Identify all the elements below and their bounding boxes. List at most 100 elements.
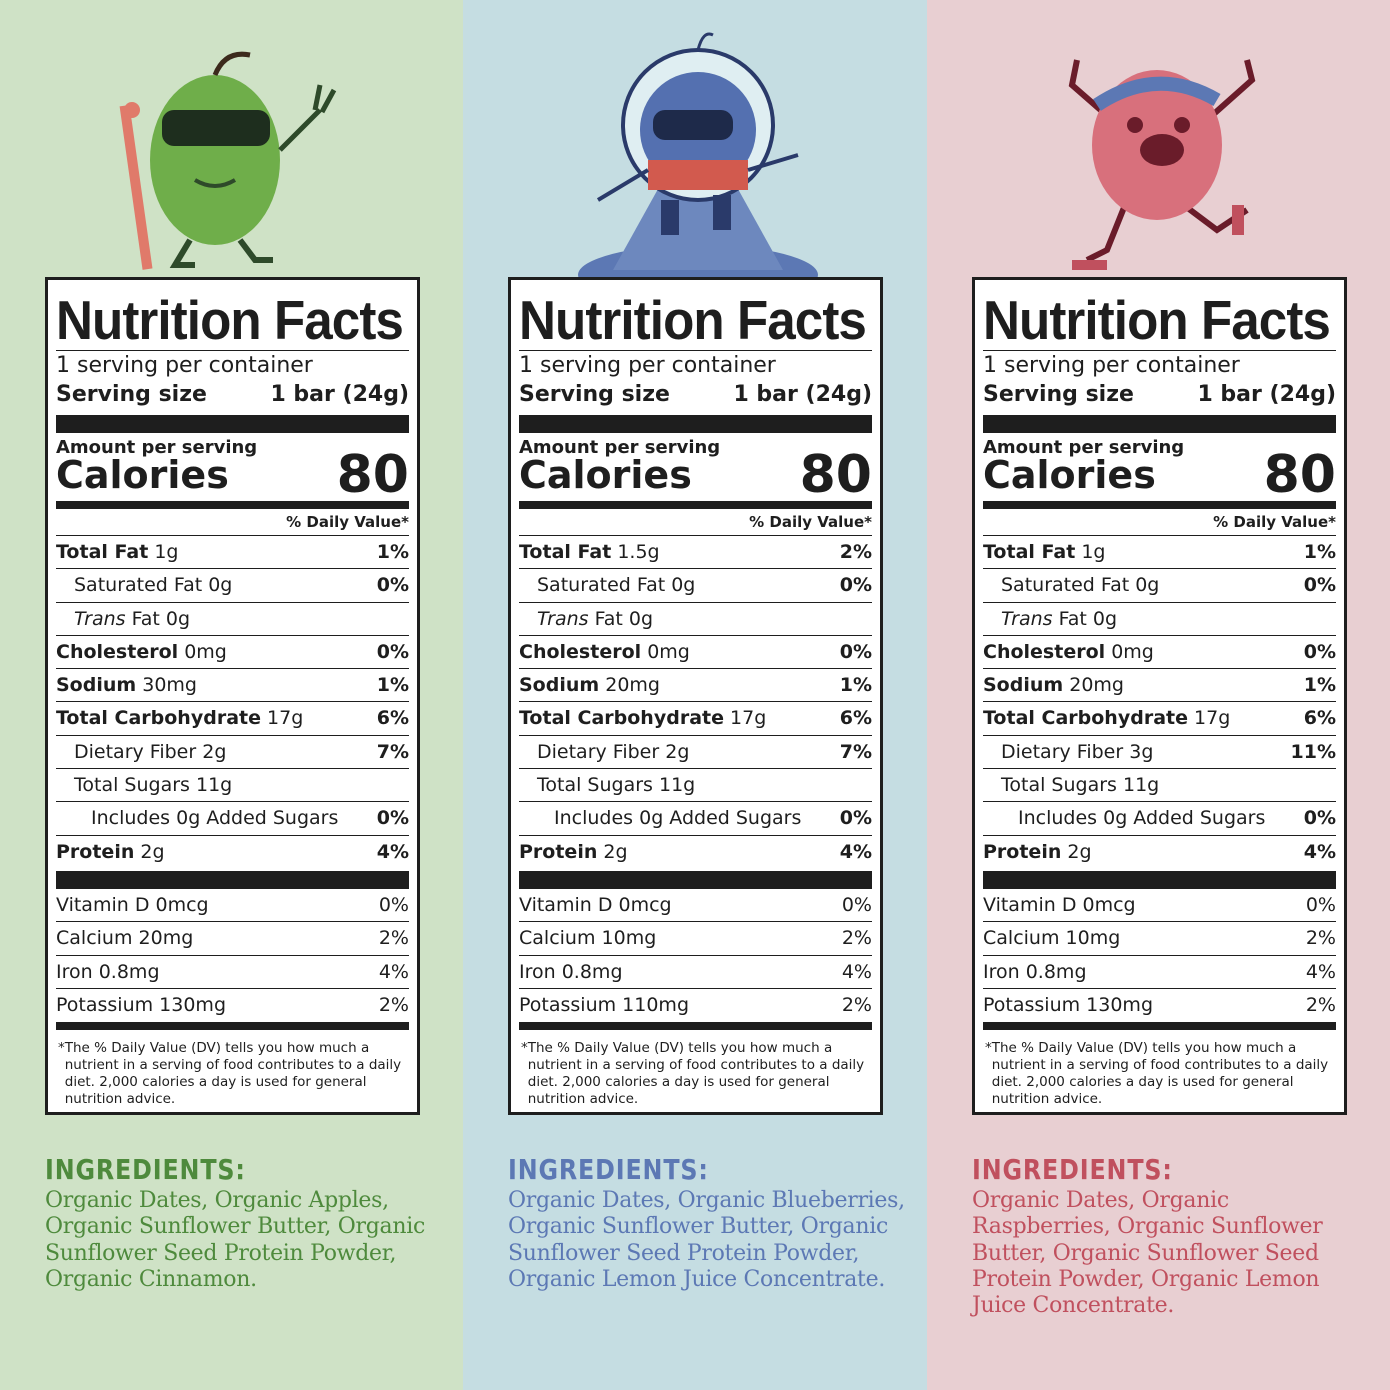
vitamin-row: Vitamin D 0mcg 0% — [983, 889, 1336, 923]
nutrient-amount: 2g — [202, 740, 227, 763]
nutrient-name: Saturated Fat — [537, 574, 666, 597]
nutrient-row: Dietary Fiber 2g 7% — [519, 736, 872, 770]
daily-value-percent: 1% — [1303, 674, 1336, 697]
daily-value-percent: 4% — [1305, 960, 1336, 983]
nutrient-row: Trans Fat 0g — [519, 603, 872, 636]
nutrition-facts-label: Nutrition Facts 1 serving per container … — [45, 277, 420, 1115]
vitamin-row: Iron 0.8mg 4% — [519, 956, 872, 989]
vitamin-amount: 130mg — [159, 993, 227, 1016]
ingredients-section: INGREDIENTS: Organic Dates, Organic Appl… — [45, 1152, 445, 1293]
nutrient-amount: 1g — [1081, 541, 1106, 563]
ingredients-section: INGREDIENTS: Organic Dates, Organic Rasp… — [972, 1152, 1372, 1319]
calories-value: 80 — [336, 445, 409, 505]
ingredients-list: Organic Dates, Organic Raspberries, Orga… — [972, 1188, 1323, 1319]
daily-value-percent: 11% — [1290, 740, 1336, 763]
nutrient-amount: 0mg — [1111, 640, 1154, 663]
daily-value-percent: 0% — [1303, 640, 1336, 663]
nutrient-row: Includes 0g Added Sugars 0% — [983, 802, 1336, 836]
nutrient-amount: 0g — [208, 574, 233, 597]
daily-value-percent: 2% — [378, 993, 409, 1016]
blueberry-astronaut-icon — [553, 30, 843, 305]
nutrient-amount: 1g — [154, 541, 179, 563]
vitamin-name: Potassium — [56, 993, 154, 1016]
daily-value-percent: 2% — [841, 993, 872, 1016]
daily-value-header: % Daily Value* — [983, 509, 1336, 536]
divider — [56, 501, 409, 509]
daily-value-percent: 2% — [841, 927, 872, 950]
footnote-asterisk: * — [985, 1040, 992, 1057]
vitamin-row: Calcium 10mg 2% — [519, 922, 872, 956]
nutrient-name: Total Fat — [519, 541, 612, 563]
nutrient-name: Dietary Fiber — [74, 740, 197, 763]
nutrient-amount: 1.5g — [617, 541, 660, 563]
vitamin-name: Vitamin D — [983, 893, 1077, 916]
daily-value-percent: 6% — [376, 707, 409, 730]
daily-value-percent: 0% — [841, 893, 872, 916]
amount-per-serving: Amount per serving — [519, 437, 721, 458]
divider — [983, 1022, 1336, 1031]
nutrient-amount: 0g — [1135, 574, 1160, 597]
calories-label: Calories — [983, 453, 1156, 497]
nutrient-name: Sodium — [519, 674, 600, 697]
nutrient-name-suffix: Fat — [1058, 607, 1087, 630]
calories-label: Calories — [519, 453, 692, 497]
nutrient-name: Dietary Fiber — [537, 740, 660, 763]
daily-value-percent: 0% — [1303, 574, 1336, 597]
daily-value-percent: 4% — [839, 840, 872, 863]
nutrient-row: Cholesterol 0mg 0% — [519, 636, 872, 670]
nutrient-row: Dietary Fiber 2g 7% — [56, 736, 409, 770]
footnote-text: The % Daily Value (DV) tells you how muc… — [991, 1040, 1329, 1108]
calories-label: Calories — [56, 453, 229, 497]
vitamin-amount: 0mcg — [1082, 893, 1136, 916]
nutrient-row: Sodium 20mg 1% — [519, 669, 872, 703]
ingredients-heading: INGREDIENTS: — [972, 1153, 1173, 1186]
vitamin-row: Potassium 110mg 2% — [519, 989, 872, 1022]
vitamin-amount: 20mg — [138, 927, 194, 950]
vitamin-row: Calcium 20mg 2% — [56, 922, 409, 956]
nutrient-name: Includes — [91, 807, 171, 830]
vitamin-row: Calcium 10mg 2% — [983, 922, 1336, 956]
nutrient-amount: 0g Added Sugars — [176, 807, 339, 830]
vitamin-name: Iron — [56, 960, 93, 983]
vitamin-name: Potassium — [519, 993, 617, 1016]
daily-value-header: % Daily Value* — [519, 509, 872, 536]
nutrient-row: Protein 2g 4% — [983, 836, 1336, 869]
daily-value-percent: 2% — [1305, 927, 1336, 950]
vitamin-name: Vitamin D — [519, 893, 613, 916]
label-title: Nutrition Facts — [983, 289, 1331, 351]
product-column: Nutrition Facts 1 serving per container … — [0, 0, 463, 1390]
serving-size: Serving size 1 bar (24g) — [56, 381, 409, 409]
daily-value-percent: 7% — [839, 740, 872, 763]
nutrient-row: Total Carbohydrate 17g 6% — [983, 702, 1336, 736]
calories-row: Calories 80 — [519, 449, 872, 501]
ingredients-heading: INGREDIENTS: — [45, 1153, 246, 1186]
nutrient-amount: 17g — [730, 707, 767, 730]
nutrient-name: Saturated Fat — [74, 574, 203, 597]
nutrient-amount: 2g — [665, 740, 690, 763]
divider — [519, 870, 872, 889]
daily-value-percent: 0% — [1305, 893, 1336, 916]
nutrient-amount: 0g — [1092, 607, 1118, 630]
label-title: Nutrition Facts — [56, 289, 404, 351]
nutrient-row: Trans Fat 0g — [983, 603, 1336, 636]
daily-value-percent: 1% — [376, 541, 409, 563]
divider — [519, 501, 872, 509]
nutrient-amount: 0g — [671, 574, 696, 597]
nutrient-name: Trans — [1001, 607, 1053, 630]
serving-size-label: Serving size — [983, 382, 1134, 407]
nutrient-name: Includes — [554, 807, 634, 830]
daily-value-percent: 2% — [378, 927, 409, 950]
nutrient-row: Sodium 30mg 1% — [56, 669, 409, 703]
vitamin-row: Iron 0.8mg 4% — [56, 956, 409, 989]
daily-value-percent: 6% — [839, 707, 872, 730]
nutrient-amount: 2g — [1067, 840, 1092, 863]
nutrient-row: Saturated Fat 0g 0% — [56, 569, 409, 603]
nutrient-row: Dietary Fiber 3g 11% — [983, 736, 1336, 770]
nutrient-row: Total Sugars 11g — [56, 769, 409, 803]
daily-value-percent: 0% — [839, 807, 872, 830]
daily-value-percent: 4% — [841, 960, 872, 983]
daily-value-header: % Daily Value* — [56, 509, 409, 536]
nutrient-amount: 0g — [165, 607, 191, 630]
serving-size: Serving size 1 bar (24g) — [519, 381, 872, 409]
nutrient-name: Protein — [519, 840, 598, 863]
